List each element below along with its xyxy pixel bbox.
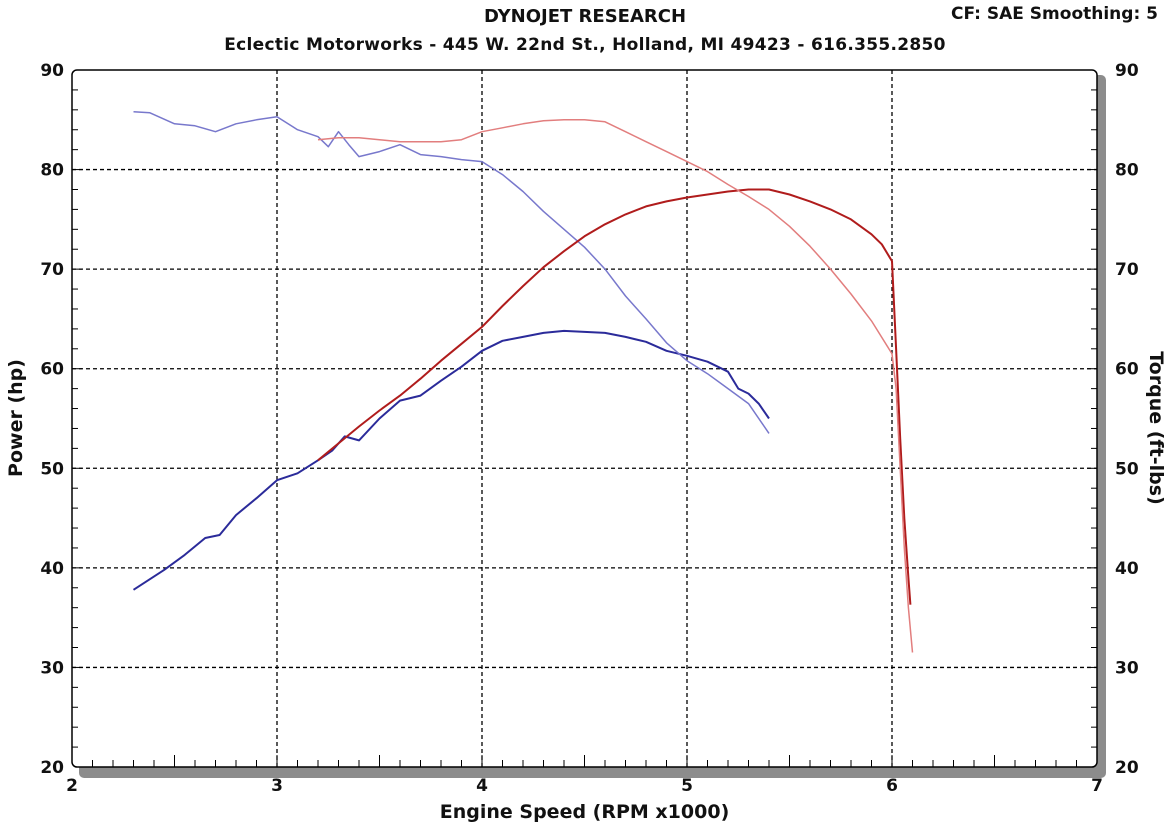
y-axis-title-right: Torque (ft-lbs) [1145,351,1167,505]
series-line-3 [317,188,912,605]
x-tick-label: 6 [886,776,898,796]
x-tick-label: 2 [66,776,78,796]
y-tick-label-right: 80 [1115,161,1139,181]
y-tick-label-left: 80 [40,161,64,181]
y-tick-label-left: 40 [40,559,64,579]
y-tick-label-right: 40 [1115,559,1139,579]
y-tick-label-left: 90 [40,61,64,81]
y-tick-label-right: 20 [1115,758,1139,778]
y-tick-label-left: 50 [40,459,64,479]
tick-labels: 2 3 4 5 6 7 20 20 30 30 40 40 50 50 60 60 70 70 80 80 90 90 [40,61,1139,796]
y-tick-label-right: 30 [1115,658,1139,678]
plot-area [71,69,1098,768]
x-axis-title: Engine Speed (RPM x1000) [440,801,730,823]
y-tick-label-left: 60 [40,360,64,380]
y-tick-label-left: 30 [40,658,64,678]
x-tick-label: 7 [1091,776,1103,796]
chart-subtitle: Eclectic Motorworks - 445 W. 22nd St., H… [224,35,946,55]
y-tick-label-right: 50 [1115,459,1139,479]
series-line-2 [133,111,770,434]
y-tick-label-right: 90 [1115,61,1139,81]
series-line-1 [132,329,770,591]
y-tick-label-left: 20 [40,758,64,778]
x-tick-label: 5 [681,776,693,796]
x-tick-label: 3 [271,776,283,796]
y-tick-label-right: 60 [1115,360,1139,380]
chart-title: DYNOJET RESEARCH [483,6,687,27]
y-tick-label-left: 70 [40,260,64,280]
series-layer [132,111,914,653]
y-tick-label-right: 70 [1115,260,1139,280]
settings-readout: CF: SAE Smoothing: 5 [951,4,1158,24]
series-line-4 [317,119,914,653]
grid [72,70,1097,767]
x-tick-label: 4 [476,776,488,796]
minor-ticks [72,89,1097,767]
y-axis-title-left: Power (hp) [5,359,27,477]
